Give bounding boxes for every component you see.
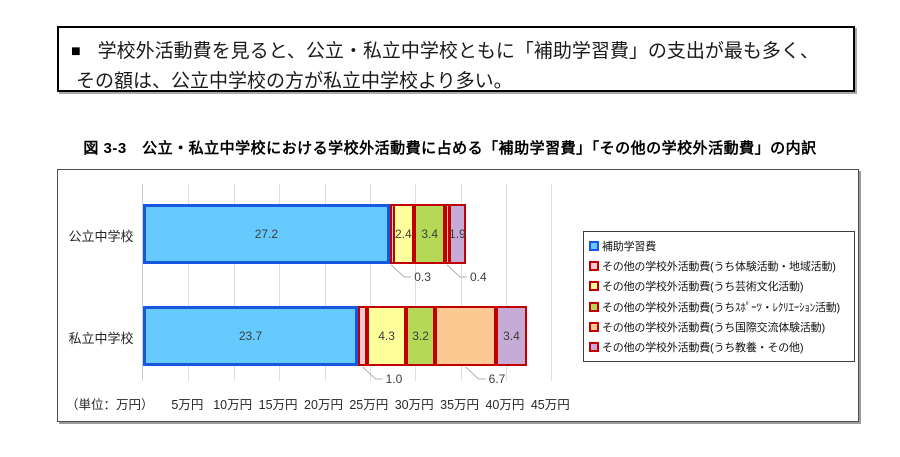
legend-item-label: その他の学校外活動費(うち教養・その他) — [602, 341, 804, 354]
summary-box: ■ 学校外活動費を見ると、公立・私立中学校ともに「補助学習費」の支出が最も多く、 … — [57, 26, 855, 92]
x-tick-label: 20万円 — [304, 398, 343, 412]
legend-marker-icon — [589, 281, 599, 292]
gridline — [505, 184, 507, 381]
x-tick-label: 35万円 — [440, 398, 480, 412]
legend-item: その他の学校外活動費(うち体験活動・地域活動) — [589, 258, 852, 274]
bar-segment: 2.4 — [392, 204, 415, 264]
unit-note: （単位：万円） — [66, 398, 154, 412]
bar-segment: 3.4 — [414, 204, 446, 264]
gridline — [369, 184, 371, 381]
bar-segment — [358, 306, 368, 366]
gridline — [551, 184, 553, 381]
legend: 補助学習費その他の学校外活動費(うち体験活動・地域活動) その他の学校外活動費(う… — [583, 231, 855, 362]
gridline — [279, 184, 281, 381]
legend-item-label: 補助学習費 — [602, 241, 656, 254]
figure-title: 図 3-3 公立・私立中学校における学校外活動費に占める「補助学習費」「その他の… — [83, 140, 817, 157]
segment-value: 3.4 — [503, 329, 520, 343]
legend-marker-icon — [589, 241, 599, 252]
leader-line — [465, 366, 486, 380]
x-tick-label: 5万円 — [171, 398, 204, 412]
segment-value: 3.2 — [412, 329, 429, 343]
segment-value: 2.4 — [395, 227, 412, 241]
legend-marker-icon — [589, 321, 599, 332]
legend-item: その他の学校外活動費(うち国際交流体験活動) — [589, 319, 852, 335]
callout-value: 1.0 — [385, 372, 403, 386]
legend-item-label: その他の学校外活動費(うち芸術文化活動) — [602, 281, 804, 294]
summary-text-1: 学校外活動費を見ると、公立・私立中学校ともに「補助学習費」の支出が最も多く、 — [97, 41, 819, 62]
gridline — [188, 184, 190, 381]
legend-item: 補助学習費 — [589, 238, 852, 254]
gridline — [460, 184, 462, 381]
legend-marker-icon — [589, 261, 599, 272]
x-axis: （単位：万円） 5万円 10万円 15万円 20万円 25万円 30万円 35万円 40万円 4… — [58, 394, 858, 412]
legend-item: その他の学校外活動費(うち芸術文化活動) — [589, 278, 852, 294]
leader-line — [446, 264, 467, 278]
x-tick-label: 40万円 — [485, 398, 525, 412]
legend-item-label: その他の学校外活動費(うち体験活動・地域活動) — [602, 261, 836, 274]
callout-value: 0.4 — [470, 270, 487, 284]
segment-value: 23.7 — [238, 329, 263, 343]
category-label: 私立中学校 — [68, 331, 134, 346]
chart: 公立中学校私立中学校 27.2 2.4 3.4 1.9 23.7 4.3 3.2 3.4 0.3… — [57, 169, 859, 422]
legend-item-label: その他の学校外活動費(うち国際交流体験活動) — [602, 321, 825, 334]
bullet-square-icon: ■ — [71, 43, 81, 60]
segment-value: 1.9 — [449, 227, 466, 241]
bar-segment: 3.4 — [496, 306, 527, 366]
callout-value: 0.3 — [414, 270, 431, 284]
leader-line — [362, 366, 383, 380]
bar-segment — [435, 306, 496, 366]
legend-item: その他の学校外活動費(うちｽﾎﾟｰﾂ・ﾚｸﾘｴｰｼｮﾝ活動) — [589, 299, 852, 315]
legend-marker-icon — [589, 301, 599, 312]
x-tick-label: 10万円 — [213, 398, 253, 412]
x-tick-label: 15万円 — [258, 398, 298, 412]
summary-line-1: ■ 学校外活動費を見ると、公立・私立中学校ともに「補助学習費」の支出が最も多く、 — [71, 36, 819, 63]
leader-line — [390, 264, 412, 278]
bar-segment: 27.2 — [143, 204, 390, 264]
legend-item-label: その他の学校外活動費(うちｽﾎﾟｰﾂ・ﾚｸﾘｴｰｼｮﾝ活動) — [602, 301, 841, 314]
summary-text-2: その額は、公立中学校の方が私立中学校より多い。 — [76, 71, 513, 92]
x-tick-label: 45万円 — [530, 398, 570, 412]
gridline — [415, 184, 417, 381]
bar-segment: 1.9 — [448, 204, 466, 264]
segment-value: 27.2 — [254, 227, 279, 241]
x-tick-label: 30万円 — [394, 398, 434, 412]
plot-area: 27.2 2.4 3.4 1.9 23.7 4.3 3.2 3.4 0.3 0.4 1.0 6.7 — [142, 184, 574, 386]
bar-segment: 3.2 — [406, 306, 436, 366]
gridline — [324, 184, 326, 381]
callout-value: 6.7 — [488, 372, 506, 386]
legend-marker-icon — [589, 341, 599, 352]
segment-value: 4.3 — [378, 329, 395, 343]
legend-item: その他の学校外活動費(うち教養・その他) — [589, 339, 852, 355]
bar-segment: 23.7 — [143, 306, 358, 366]
x-tick-label: 25万円 — [349, 398, 389, 412]
segment-value: 3.4 — [421, 227, 439, 241]
bar-segment: 4.3 — [367, 306, 407, 366]
category-label: 公立中学校 — [68, 229, 134, 244]
gridline — [233, 184, 235, 381]
